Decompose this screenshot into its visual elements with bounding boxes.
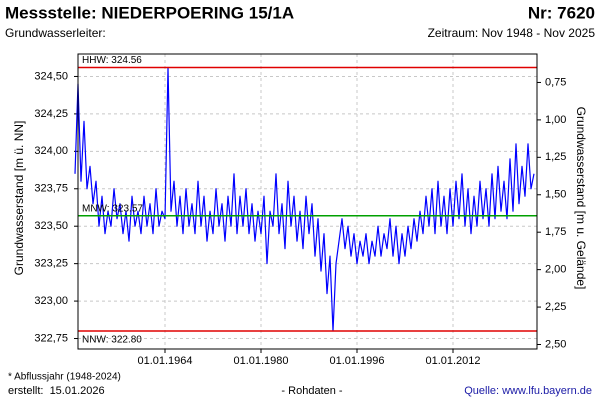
y-axis-label: Grundwasserstand [m ü. NN] bbox=[12, 121, 26, 276]
y2-tick-label: 1,00 bbox=[545, 114, 566, 126]
x-tick-label: 01.01.1964 bbox=[137, 355, 192, 367]
footnote: * Abflussjahr (1948-2024) bbox=[8, 372, 121, 383]
created-date: erstellt: 15.01.2026 bbox=[8, 385, 105, 397]
y-tick-label: 324,50 bbox=[34, 70, 68, 82]
y-tick-label: 323,00 bbox=[34, 295, 68, 307]
y-tick-label: 323,75 bbox=[34, 183, 68, 195]
data-note: - Rohdaten - bbox=[281, 385, 342, 397]
y-tick-label: 324,00 bbox=[34, 145, 68, 157]
y2-tick-label: 1,75 bbox=[545, 226, 566, 238]
y-tick-label: 324,25 bbox=[34, 108, 68, 120]
y2-axis-label: Grundwasserstand [m u. Gelände] bbox=[574, 107, 588, 290]
y2-tick-label: 2,50 bbox=[545, 338, 566, 350]
chart-title: Messstelle: NIEDERPOERING 15/1A bbox=[5, 3, 294, 22]
y2-tick-label: 1,50 bbox=[545, 189, 566, 201]
y2-tick-label: 0,75 bbox=[545, 76, 566, 88]
x-tick-label: 01.01.1980 bbox=[233, 355, 288, 367]
reference-label: HHW: 324.56 bbox=[82, 55, 142, 66]
y-tick-label: 323,25 bbox=[34, 258, 68, 270]
y-tick-label: 322,75 bbox=[34, 332, 68, 344]
x-tick-label: 01.01.1996 bbox=[329, 355, 384, 367]
reference-label: NNW: 322.80 bbox=[82, 335, 142, 346]
plot-frame bbox=[77, 53, 538, 350]
y2-tick-label: 1,25 bbox=[545, 151, 566, 163]
x-tick-label: 01.01.2012 bbox=[425, 355, 480, 367]
period: Zeitraum: Nov 1948 - Nov 2025 bbox=[428, 26, 596, 40]
subtitle: Grundwasserleiter: bbox=[5, 26, 106, 40]
reference-label: MNW: 323.57 bbox=[82, 203, 143, 214]
y2-tick-label: 2,25 bbox=[545, 301, 566, 313]
y-tick-label: 323,50 bbox=[34, 220, 68, 232]
source-link[interactable]: Quelle: www.lfu.bayern.de bbox=[464, 385, 592, 397]
station-number: Nr: 7620 bbox=[528, 3, 595, 22]
water-level-line bbox=[74, 66, 535, 332]
y2-tick-label: 2,00 bbox=[545, 264, 566, 276]
